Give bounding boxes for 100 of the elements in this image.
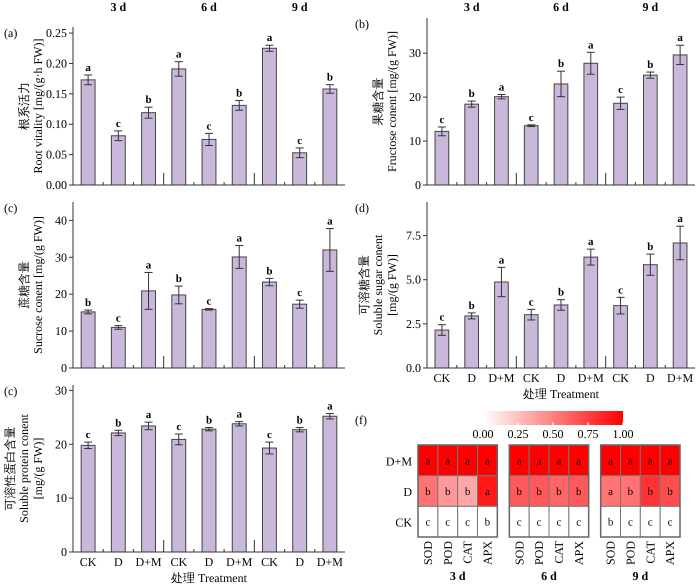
data-label: b (296, 414, 303, 427)
x-tick-label: APX (572, 540, 586, 566)
y-axis-title: 可溶性蛋白含量 Soluble protein conent [mg/(g FW)] (3, 414, 45, 523)
y-tick-label: 10 (55, 491, 67, 506)
y-tick-label: CK (395, 516, 412, 530)
data-label: c (648, 516, 653, 529)
x-tick-label: SOD (420, 540, 435, 566)
x-axis-title: 处理 Treatment (523, 387, 600, 401)
data-label: b (556, 486, 562, 498)
y-tick-label: 0 (61, 545, 67, 559)
y-axis-title: 果糖含量 Fructose conent [mg/(g FW)] (371, 31, 399, 172)
x-tick-label: CK (170, 555, 188, 569)
chart-title: (f) (355, 413, 367, 427)
y-tick-label: 0.05 (46, 148, 67, 162)
x-tick-label: CK (261, 555, 278, 569)
data-label: b (628, 486, 634, 498)
data-label: c (516, 516, 522, 529)
x-axis-title: 处理 Treatment (171, 571, 248, 585)
data-label: c (206, 296, 212, 308)
x-tick-label: CK (522, 371, 540, 385)
data-label: c (576, 516, 582, 529)
x-tick-label: CAT (460, 540, 475, 564)
data-label: b (536, 486, 542, 498)
data-label: a (498, 254, 505, 266)
y-tick-label: 20 (55, 287, 67, 302)
x-tick-label: CAT (552, 540, 566, 564)
color-bar-label: 0.25 (508, 427, 528, 441)
y-tick-label: 2.5 (406, 316, 421, 331)
data-label: a (668, 455, 673, 468)
y-tick-label: 20 (409, 90, 421, 104)
data-label: c (556, 516, 562, 529)
data-label: a (266, 32, 273, 44)
data-label: c (465, 516, 470, 529)
y-tick-label: 10 (55, 324, 67, 338)
data-label: b (176, 273, 182, 286)
y-tick-label: 10 (409, 134, 421, 148)
data-label: a (608, 455, 614, 468)
y-tick-label: 0 (415, 178, 421, 192)
data-label: b (558, 58, 564, 70)
y-tick-label: 30 (409, 46, 421, 60)
chart-title: (d) (355, 201, 369, 215)
x-tick-label: D+M (488, 371, 515, 385)
y-tick-label: D+M (386, 454, 412, 468)
color-bar-label: 1.00 (612, 427, 634, 441)
chart-title: (b) (355, 17, 369, 31)
data-label: b (576, 486, 582, 498)
data-label: a (327, 216, 334, 228)
y-axis-title: 根系活力 Root vitality [mg/(g·h FW)] (17, 38, 45, 174)
x-tick-label: APX (480, 540, 494, 566)
text: 6 d (541, 569, 558, 583)
data-label: c (116, 118, 121, 130)
data-label: c (618, 84, 624, 96)
data-label: a (236, 408, 242, 421)
data-label: b (516, 486, 522, 498)
text: 3 d (110, 0, 126, 14)
x-tick-label: D (467, 371, 476, 385)
text: 6 d (201, 0, 218, 14)
data-label: b (647, 59, 654, 72)
data-label: c (668, 516, 673, 529)
chart-title: (a) (4, 26, 18, 40)
x-tick-label: D (204, 555, 214, 569)
data-label: a (576, 455, 582, 468)
y-tick-label: 40 (55, 213, 67, 228)
data-label: c (445, 516, 450, 529)
x-tick-label: CAT (643, 540, 658, 564)
data-label: a (648, 455, 653, 468)
x-tick-label: D+M (578, 371, 604, 385)
data-label: c (206, 120, 212, 132)
data-label: a (516, 455, 522, 468)
data-label: a (536, 455, 542, 468)
x-tick-label: D (114, 555, 123, 569)
data-label: a (85, 62, 92, 74)
data-label: b (608, 516, 614, 529)
x-tick-label: D+M (226, 555, 253, 569)
data-label: a (677, 32, 684, 44)
y-tick-label: 0.0 (406, 361, 421, 375)
data-label: b (85, 297, 92, 310)
text: 9 d (642, 0, 658, 14)
data-label: a (556, 455, 562, 468)
data-label: a (484, 486, 490, 498)
text: 3 d (450, 569, 466, 583)
data-label: c (297, 134, 302, 147)
y-tick-label: 0 (61, 361, 67, 375)
y-tick-label: 0.25 (46, 26, 67, 40)
data-label: b (326, 72, 333, 84)
data-label: b (558, 286, 564, 299)
x-tick-label: POD (532, 540, 546, 566)
x-tick-label: D (295, 555, 304, 569)
data-label: a (484, 455, 490, 468)
color-bar-label: 0.00 (472, 427, 494, 441)
y-tick-label: 5.0 (406, 272, 421, 287)
y-tick-label: D (403, 485, 412, 499)
data-label: b (445, 486, 451, 498)
y-tick-label: 0.10 (46, 117, 67, 132)
y-tick-label: 30 (55, 383, 67, 398)
data-label: a (608, 486, 614, 498)
text: 9 d (632, 569, 648, 583)
data-label: c (425, 516, 430, 529)
x-tick-label: D (646, 371, 655, 385)
data-label: c (628, 516, 633, 529)
